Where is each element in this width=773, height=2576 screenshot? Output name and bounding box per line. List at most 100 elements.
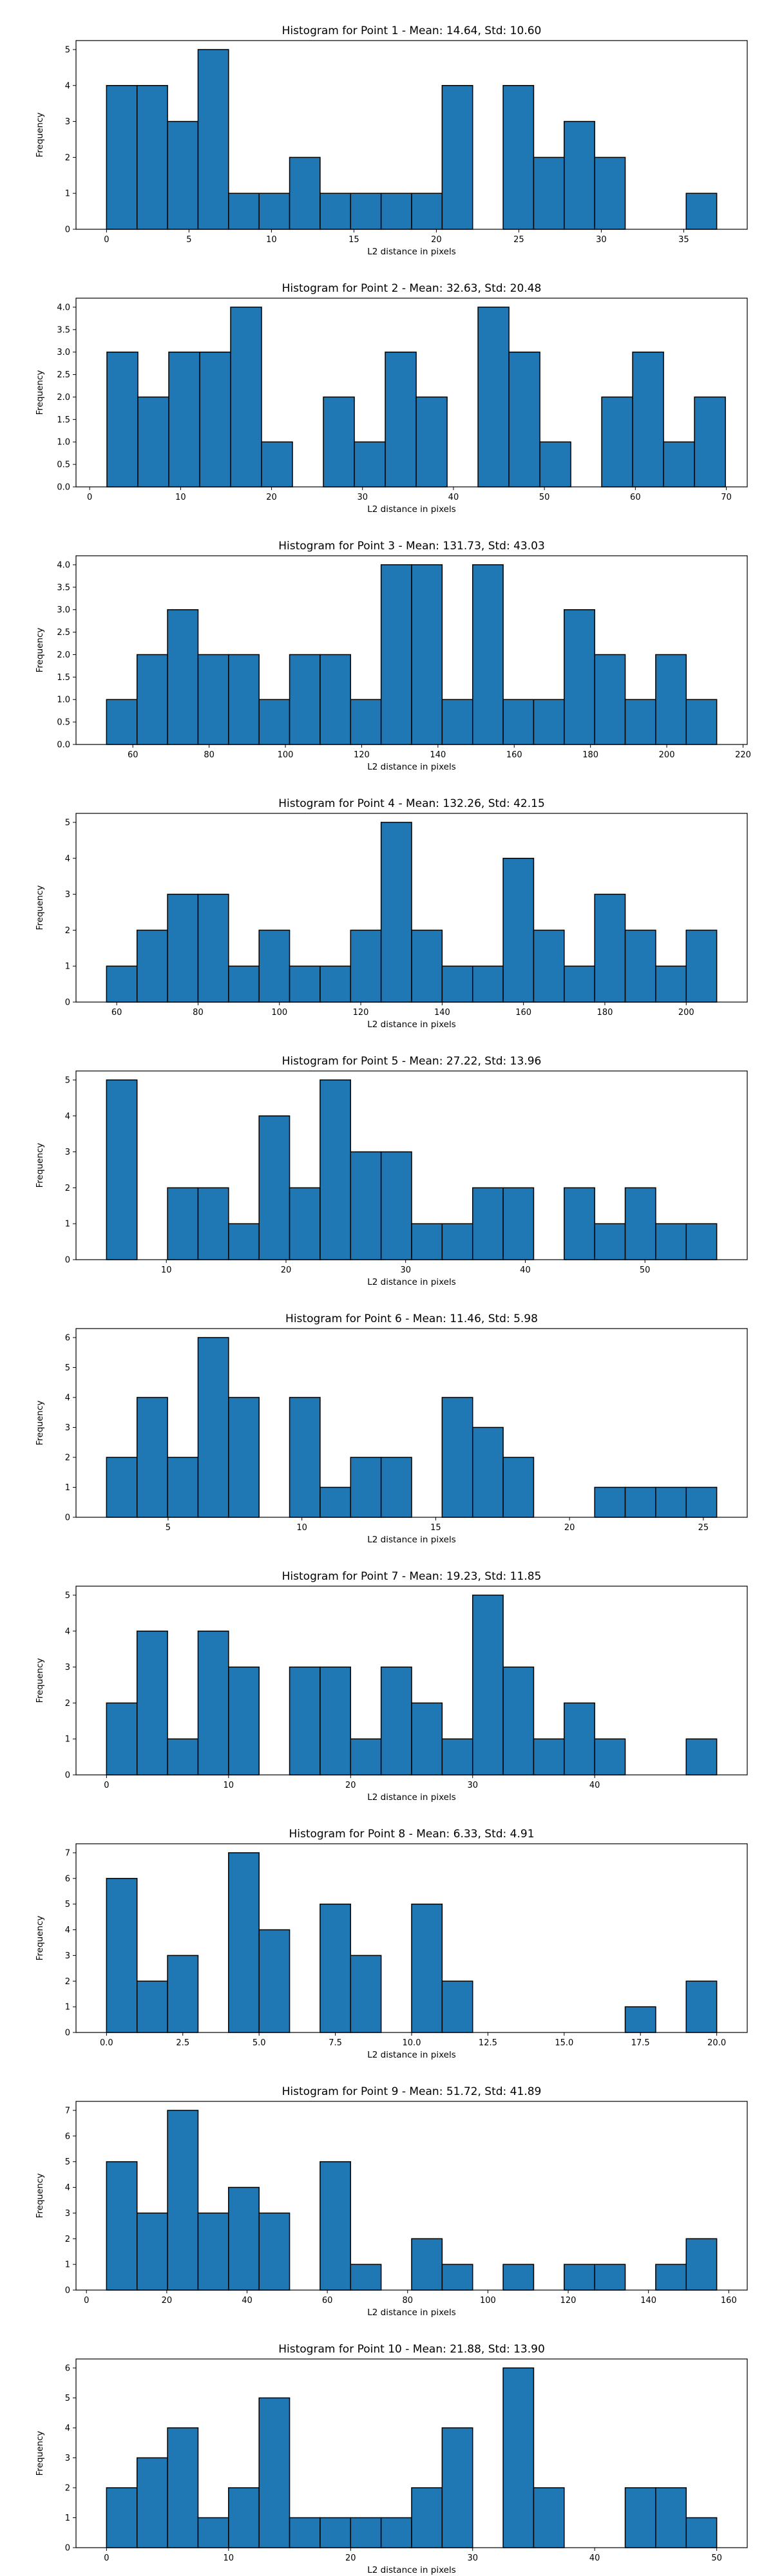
- histogram-bar: [289, 2517, 321, 2548]
- histogram-svg: Histogram for Point 3 - Mean: 131.73, St…: [35, 540, 751, 772]
- histogram-bar: [106, 2487, 138, 2548]
- y-tick-label: 3.0: [57, 605, 70, 615]
- x-tick-label: 60: [111, 1008, 122, 1018]
- histogram-bar: [663, 441, 695, 488]
- histogram-bar: [261, 441, 293, 488]
- x-tick-label: 40: [448, 493, 459, 502]
- histogram-panel: Histogram for Point 5 - Mean: 27.22, Std…: [0, 1030, 773, 1288]
- histogram-svg: Histogram for Point 7 - Mean: 19.23, Std…: [35, 1570, 748, 1803]
- x-tick-label: 160: [515, 1008, 531, 1018]
- y-tick-label: 4: [65, 1926, 70, 1935]
- y-tick-label: 3: [65, 890, 70, 900]
- y-tick-label: 3.0: [57, 348, 70, 357]
- histogram-svg: Histogram for Point 2 - Mean: 32.63, Std…: [35, 282, 748, 515]
- histogram-bar: [411, 1223, 443, 1260]
- x-tick-label: 15: [348, 235, 359, 245]
- histogram-svg: Histogram for Point 6 - Mean: 11.46, Std…: [35, 1312, 748, 1545]
- x-tick-label: 0: [104, 235, 109, 245]
- histogram-bar: [472, 1595, 504, 1776]
- x-tick-label: 40: [520, 1265, 531, 1275]
- y-tick-label: 2: [65, 2235, 70, 2244]
- x-tick-label: 40: [589, 1781, 600, 1790]
- histogram-bar: [354, 441, 386, 488]
- y-tick-label: 4: [65, 1112, 70, 1121]
- x-tick-label: 15: [430, 1523, 441, 1533]
- x-tick-label: 0: [104, 2553, 109, 2563]
- histogram-bar: [502, 85, 535, 230]
- histogram-bar: [258, 1115, 291, 1260]
- chart-title: Histogram for Point 7 - Mean: 19.23, Std…: [282, 1570, 542, 1583]
- histogram-bar: [655, 965, 687, 1003]
- x-tick-label: 140: [640, 2296, 656, 2306]
- histogram-bar: [228, 965, 260, 1003]
- y-tick-label: 0: [65, 225, 70, 235]
- y-tick-label: 0.5: [57, 460, 70, 470]
- y-tick-label: 0.5: [57, 718, 70, 728]
- x-tick-label: 140: [430, 750, 446, 760]
- histogram-bar: [350, 1738, 382, 1776]
- x-tick-label: 100: [480, 2296, 496, 2306]
- histogram-bar: [258, 1929, 291, 2033]
- histogram-bar: [320, 193, 352, 230]
- histogram-bar: [350, 1151, 382, 1260]
- histogram-bar: [228, 2487, 260, 2548]
- histogram-bar: [106, 351, 138, 488]
- chart-title: Histogram for Point 9 - Mean: 51.72, Std…: [282, 2085, 542, 2098]
- y-axis-label: Frequency: [35, 113, 45, 158]
- x-tick-label: 0: [104, 1781, 109, 1790]
- histogram-bar: [197, 2212, 229, 2291]
- histogram-bar: [533, 156, 565, 230]
- histogram-bar: [167, 1955, 199, 2033]
- histogram-bar: [411, 929, 443, 1003]
- histogram-bar: [136, 2457, 168, 2548]
- histogram-bar: [624, 699, 656, 745]
- histogram-bar: [167, 609, 199, 745]
- x-axis-label: L2 distance in pixels: [367, 1535, 455, 1545]
- histogram-bar: [199, 351, 231, 488]
- x-tick-label: 20: [281, 1265, 292, 1275]
- histogram-bar: [197, 1187, 229, 1260]
- histogram-bar: [624, 929, 656, 1003]
- histogram-panel: Histogram for Point 1 - Mean: 14.64, Std…: [0, 0, 773, 258]
- x-tick-label: 30: [467, 1781, 478, 1790]
- y-axis-label: Frequency: [35, 628, 45, 673]
- x-tick-label: 20: [345, 1781, 356, 1790]
- x-tick-label: 35: [678, 235, 689, 245]
- histogram-bar: [472, 1187, 504, 1260]
- histogram-panel: Histogram for Point 8 - Mean: 6.33, Std:…: [0, 1803, 773, 2061]
- y-tick-label: 2: [65, 926, 70, 936]
- y-tick-label: 1: [65, 2003, 70, 2012]
- histogram-bar: [258, 2397, 291, 2548]
- y-tick-label: 3: [65, 1148, 70, 1157]
- histogram-bar: [564, 965, 595, 1003]
- x-tick-label: 5: [166, 1523, 171, 1533]
- y-tick-label: 6: [65, 2363, 70, 2373]
- y-tick-label: 0.0: [57, 483, 70, 493]
- histogram-bar: [685, 2517, 718, 2548]
- histogram-bar: [539, 441, 571, 488]
- y-tick-label: 0: [65, 2029, 70, 2038]
- histogram-bar: [624, 2487, 656, 2548]
- x-axis-label: L2 distance in pixels: [367, 1792, 455, 1803]
- histogram-bar: [320, 1903, 352, 2033]
- y-tick-label: 2.5: [57, 628, 70, 638]
- y-tick-label: 7: [65, 1848, 70, 1858]
- x-tick-label: 30: [400, 1265, 411, 1275]
- x-tick-label: 50: [539, 493, 550, 502]
- histogram-bar: [694, 396, 726, 488]
- y-tick-label: 3: [65, 2454, 70, 2463]
- histogram-bar: [411, 564, 443, 745]
- y-tick-label: 3.5: [57, 325, 70, 335]
- histogram-bar: [197, 893, 229, 1003]
- histogram-svg: Histogram for Point 8 - Mean: 6.33, Std:…: [35, 1828, 748, 2060]
- histogram-bar: [167, 1738, 199, 1776]
- y-tick-label: 5: [65, 818, 70, 828]
- x-tick-label: 60: [630, 493, 641, 502]
- histogram-bar: [655, 1223, 687, 1260]
- x-tick-label: 2.5: [176, 2038, 189, 2048]
- x-axis-label: L2 distance in pixels: [367, 504, 455, 515]
- histogram-bar: [594, 156, 626, 230]
- histogram-bar: [136, 85, 168, 230]
- y-tick-label: 5: [65, 1900, 70, 1909]
- histogram-bar: [167, 1187, 199, 1260]
